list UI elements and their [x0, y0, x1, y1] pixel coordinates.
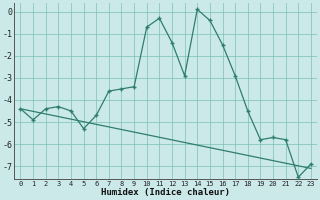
X-axis label: Humidex (Indice chaleur): Humidex (Indice chaleur)	[101, 188, 230, 197]
